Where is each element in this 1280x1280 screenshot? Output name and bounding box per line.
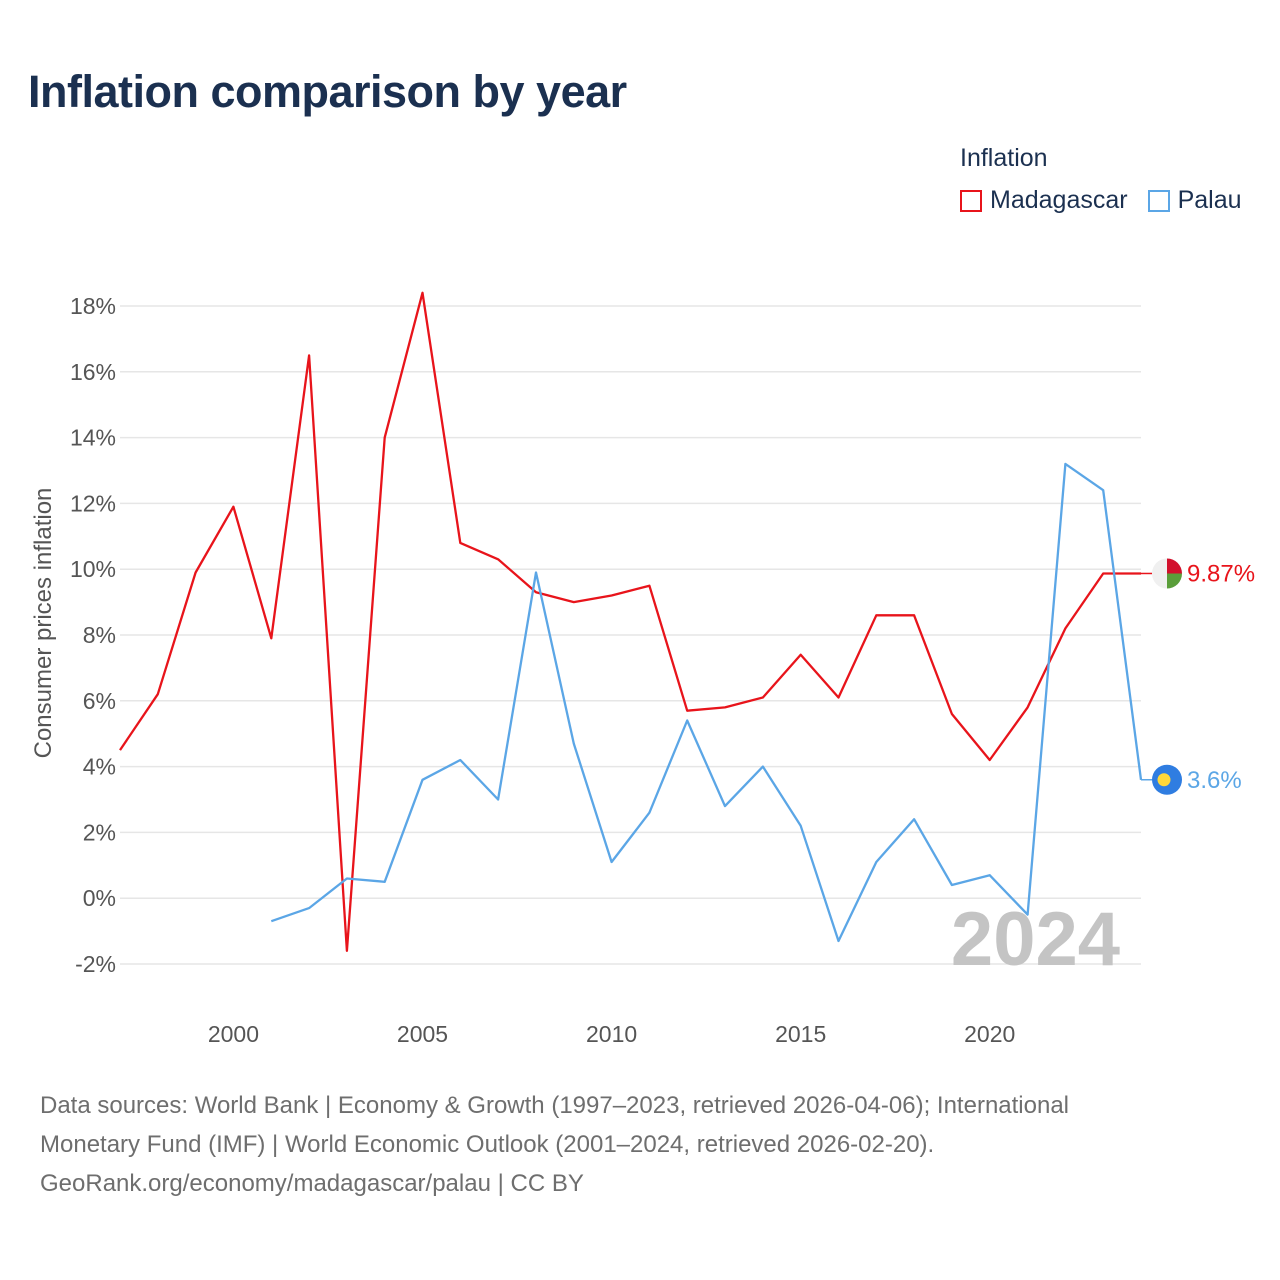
legend-item-madagascar[interactable]: Madagascar — [960, 186, 1128, 215]
legend-item-palau[interactable]: Palau — [1147, 186, 1242, 215]
y-axis-ticks: -2% 0% 2% 4% 6% 8% 10% 12% 14% 16% 18% — [70, 293, 116, 977]
x-tick-label: 2010 — [586, 1021, 637, 1047]
sources-line-1: Data sources: World Bank | Economy & Gro… — [40, 1092, 1070, 1119]
data-sources: Data sources: World Bank | Economy & Gro… — [40, 1086, 1240, 1203]
palau-flag-icon — [1152, 764, 1182, 795]
chart-title: Inflation comparison by year — [28, 66, 627, 117]
sources-line-3: GeoRank.org/economy/madagascar/palau | C… — [40, 1170, 584, 1197]
y-tick-label: 12% — [70, 490, 116, 516]
y-tick-label: 4% — [83, 754, 116, 780]
y-tick-label: -2% — [75, 951, 116, 977]
y-tick-label: 14% — [70, 425, 116, 451]
series-line-madagascar[interactable] — [119, 291, 1141, 952]
legend-title: Inflation — [960, 144, 1048, 172]
y-tick-label: 0% — [83, 885, 116, 911]
end-markers: 9.87% 3.6% — [1141, 558, 1255, 795]
legend: Madagascar Palau — [960, 186, 1262, 215]
x-tick-label: 2015 — [775, 1021, 826, 1047]
x-axis-ticks: 2000 2005 2010 2015 2020 — [208, 1021, 1015, 1047]
x-tick-label: 2005 — [397, 1021, 448, 1047]
y-tick-label: 16% — [70, 359, 116, 385]
series-line-palau[interactable] — [270, 462, 1143, 943]
end-value-label-palau: 3.6% — [1187, 767, 1242, 794]
x-tick-label: 2020 — [964, 1021, 1015, 1047]
current-year-watermark: 2024 — [951, 897, 1120, 982]
y-tick-label: 18% — [70, 293, 116, 319]
legend-swatch-madagascar — [960, 189, 982, 212]
x-tick-label: 2000 — [208, 1021, 259, 1047]
y-tick-label: 8% — [83, 622, 116, 648]
legend-label-madagascar: Madagascar — [990, 186, 1128, 214]
legend-label-palau: Palau — [1177, 186, 1242, 214]
grid-lines — [120, 305, 1141, 965]
madagascar-flag-icon — [1152, 558, 1182, 589]
y-tick-label: 2% — [83, 819, 116, 845]
y-tick-label: 10% — [70, 556, 116, 582]
end-value-label-madagascar: 9.87% — [1187, 560, 1255, 587]
y-tick-label: 6% — [83, 688, 116, 714]
series-lines — [119, 291, 1143, 952]
sources-line-2: Monetary Fund (IMF) | World Economic Out… — [40, 1131, 935, 1158]
legend-swatch-palau — [1147, 189, 1170, 212]
y-axis-label: Consumer prices inflation — [30, 488, 57, 759]
